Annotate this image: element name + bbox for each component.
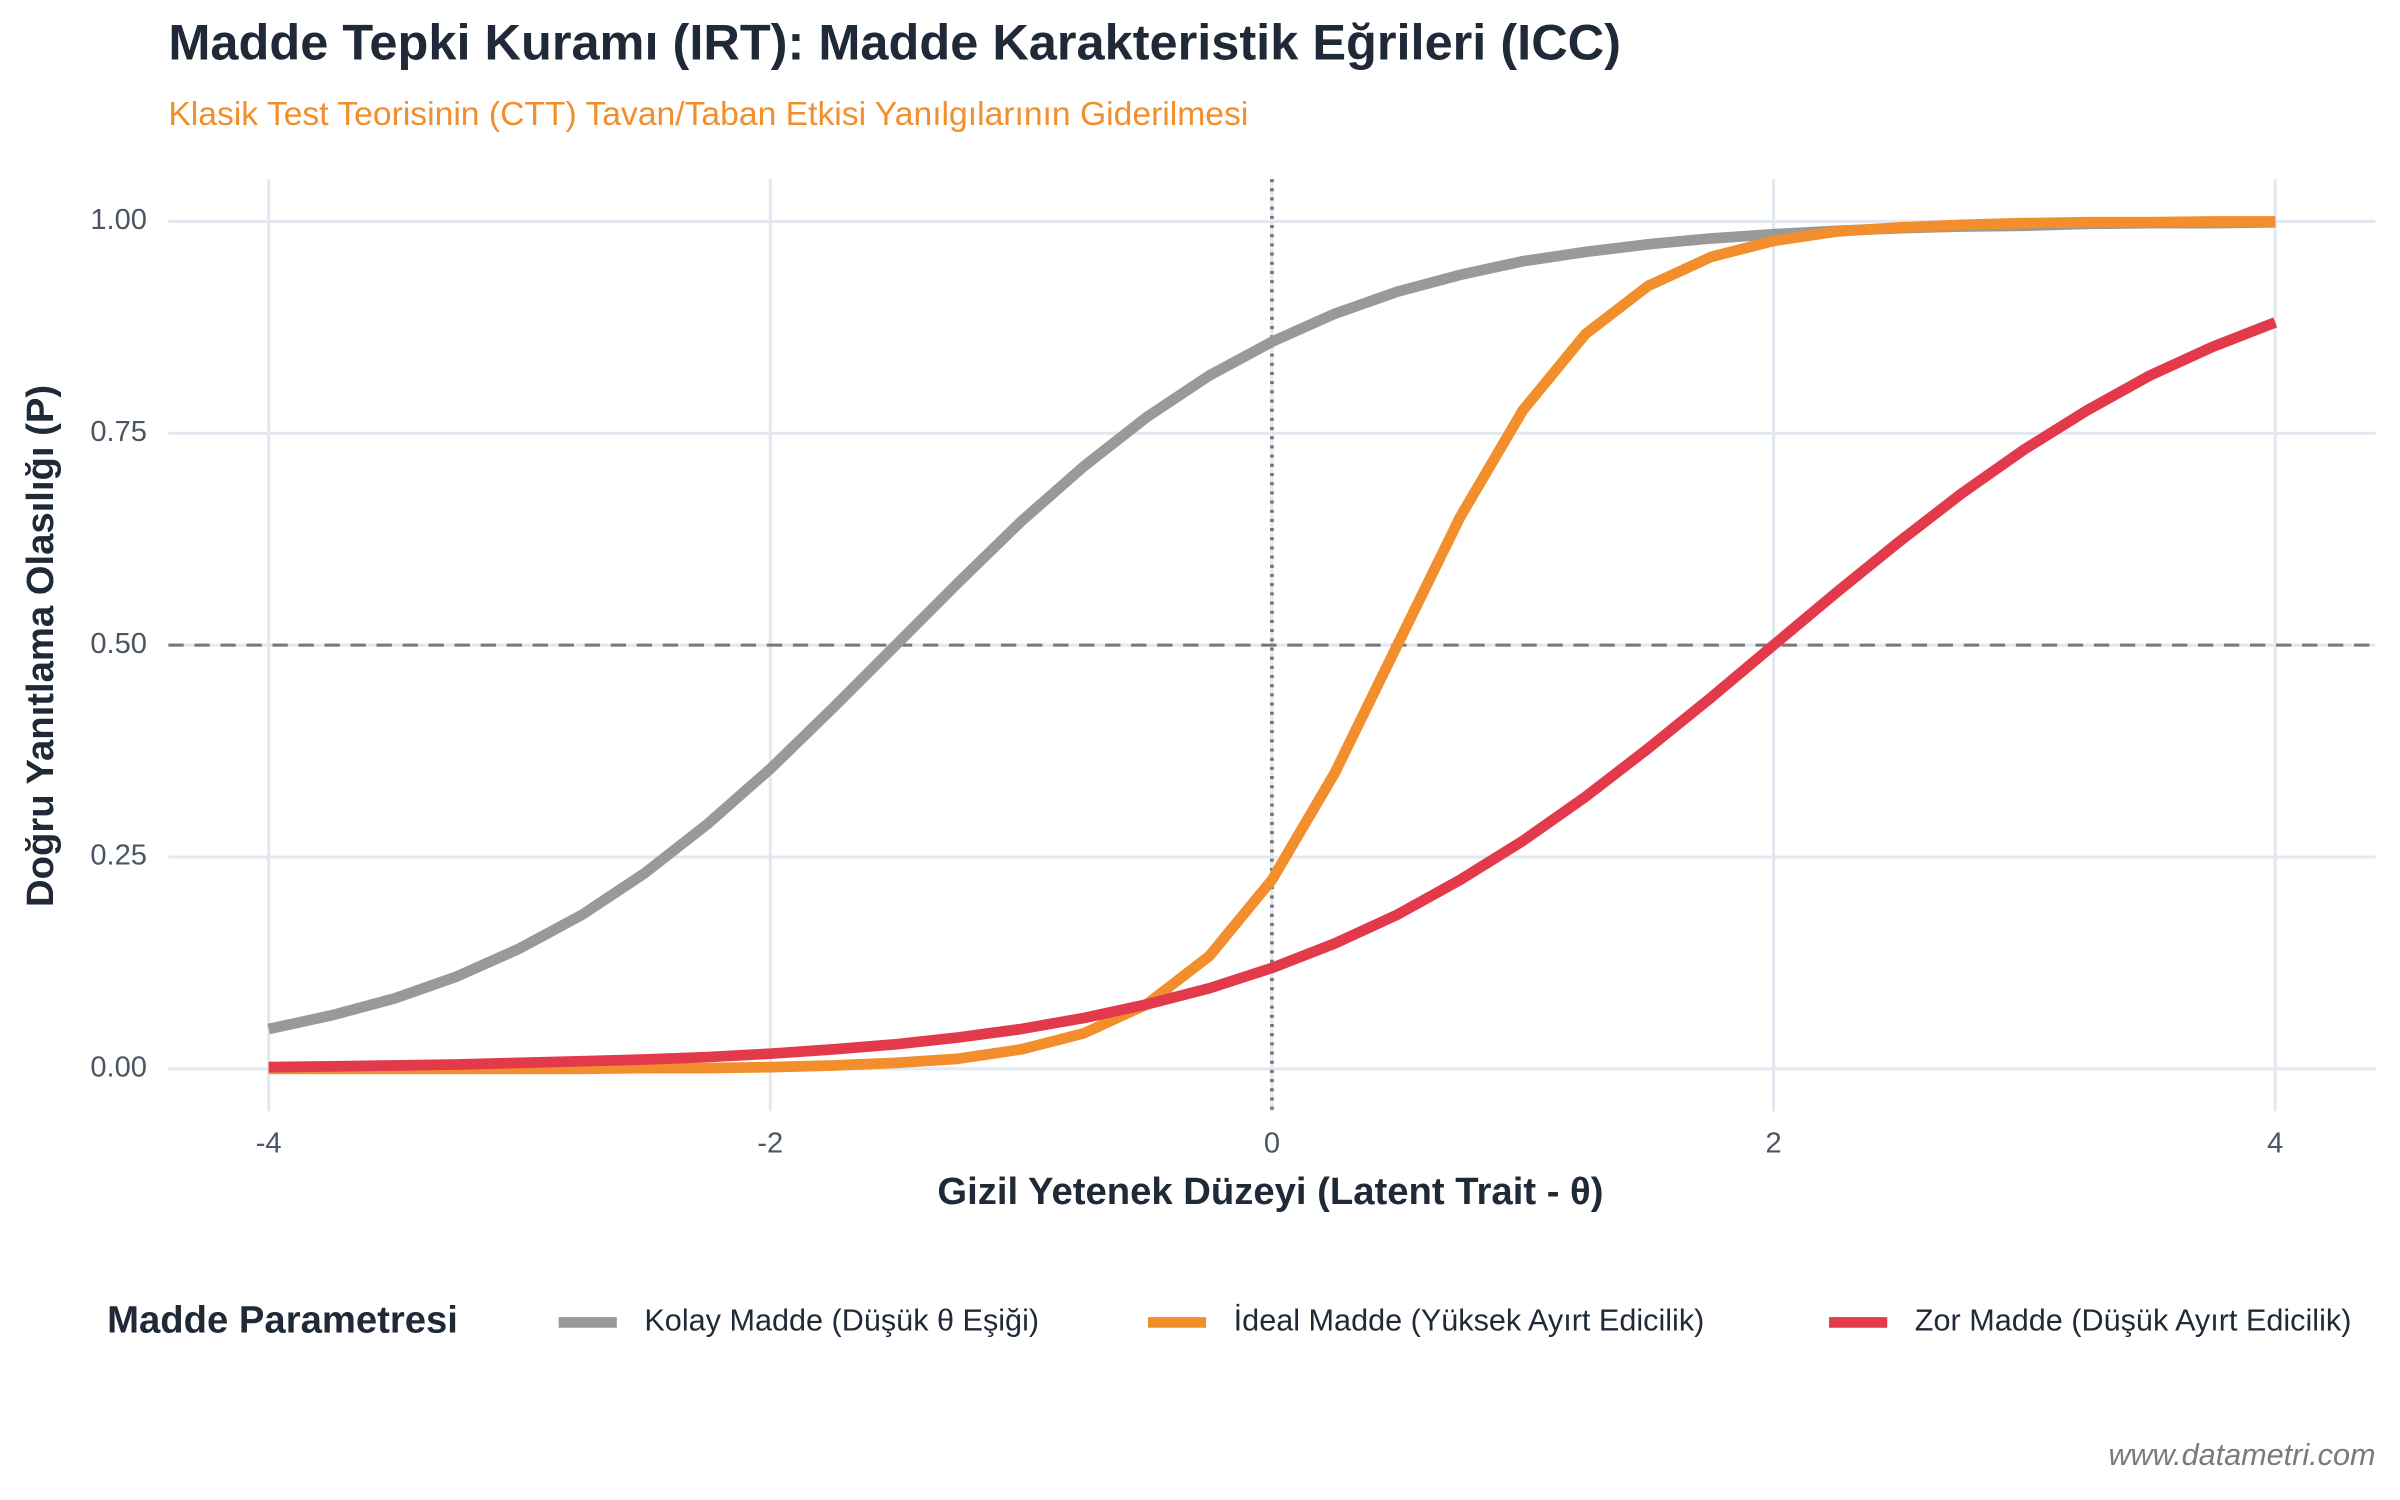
chart-title: Madde Tepki Kuramı (IRT): Madde Karakter… <box>168 13 1621 70</box>
x-tick-label: 4 <box>2267 1128 2283 1160</box>
y-axis-label: Doğru Yanıtlama Olasılığı (P) <box>19 385 62 907</box>
y-tick-label: 0.50 <box>90 628 147 660</box>
series-line <box>268 317 2278 1073</box>
x-tick-label: -4 <box>256 1128 282 1160</box>
caption: www.datametri.com <box>2108 1438 2375 1472</box>
chart-subtitle: Klasik Test Teorisinin (CTT) Tavan/Taban… <box>168 96 1248 133</box>
y-tick-label: 1.00 <box>90 204 147 236</box>
x-tick-label: 0 <box>1264 1128 1280 1160</box>
legend-title: Madde Parametresi <box>107 1299 458 1342</box>
series-line <box>268 216 2276 1075</box>
legend-label: Zor Madde (Düşük Ayırt Edicilik) <box>1915 1304 2352 1338</box>
y-tick-label: 0.75 <box>90 416 147 448</box>
legend-label: Kolay Madde (Düşük θ Eşiği) <box>644 1304 1039 1338</box>
x-tick-label: -2 <box>757 1128 783 1160</box>
y-tick-label: 0.25 <box>90 840 147 872</box>
y-tick-label: 0.00 <box>90 1052 147 1084</box>
legend-label: İdeal Madde (Yüksek Ayırt Edicilik) <box>1234 1303 1705 1338</box>
x-axis-label: Gizil Yetenek Düzeyi (Latent Trait - θ) <box>937 1170 1603 1213</box>
x-tick-label: 2 <box>1765 1128 1781 1160</box>
